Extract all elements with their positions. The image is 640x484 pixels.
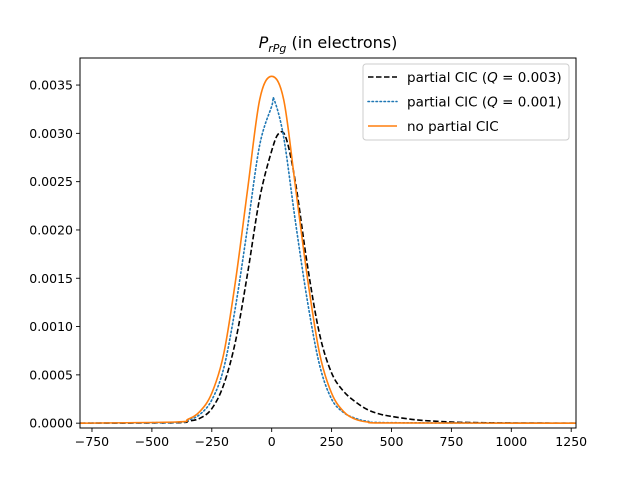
series-layer [80, 75, 576, 424]
x-tick-label: 0 [268, 434, 276, 449]
legend-label-2: no partial CIC [407, 119, 499, 135]
x-tick-label: 750 [439, 434, 463, 449]
y-tick-label: 0.0015 [29, 271, 73, 286]
x-tick-label: 1250 [555, 434, 587, 449]
title-subscript: rPg [268, 42, 286, 55]
series-line-1 [80, 96, 576, 424]
x-tick-label: −500 [135, 434, 169, 449]
series-line-0 [80, 130, 576, 424]
y-tick-label: 0.0035 [29, 78, 73, 93]
x-tick-label: −250 [195, 434, 229, 449]
y-tick-label: 0.0000 [29, 416, 73, 431]
y-tick-label: 0.0030 [29, 126, 73, 141]
y-tick-label: 0.0025 [29, 174, 73, 189]
y-tick-label: 0.0010 [29, 319, 73, 334]
plot-frame [79, 57, 577, 429]
legend-label-0: partial CIC (Q = 0.003) [407, 70, 562, 86]
series-line-2 [80, 75, 576, 424]
x-tick-label: −750 [75, 434, 109, 449]
legend-box [362, 63, 570, 141]
x-tick-label: 500 [380, 434, 404, 449]
y-tick-label: 0.0005 [29, 367, 73, 382]
x-tick-label: 1000 [495, 434, 527, 449]
y-axis: 0.0000 0.0005 0.0010 0.0015 0.0020 0.0025 0.00… [29, 78, 80, 431]
x-axis: −750 −500 −250 0 250 500 750 1000 1250 [75, 428, 587, 449]
legend: partial CIC (Q = 0.003) partial CIC (Q = … [362, 63, 570, 141]
title-suffix: (in electrons) [286, 33, 397, 52]
chart-title: PrPg (in electrons) [259, 33, 398, 55]
y-tick-label: 0.0020 [29, 222, 73, 237]
x-tick-label: 250 [320, 434, 344, 449]
title-symbol: P [259, 33, 269, 52]
legend-label-1: partial CIC (Q = 0.001) [407, 95, 562, 111]
